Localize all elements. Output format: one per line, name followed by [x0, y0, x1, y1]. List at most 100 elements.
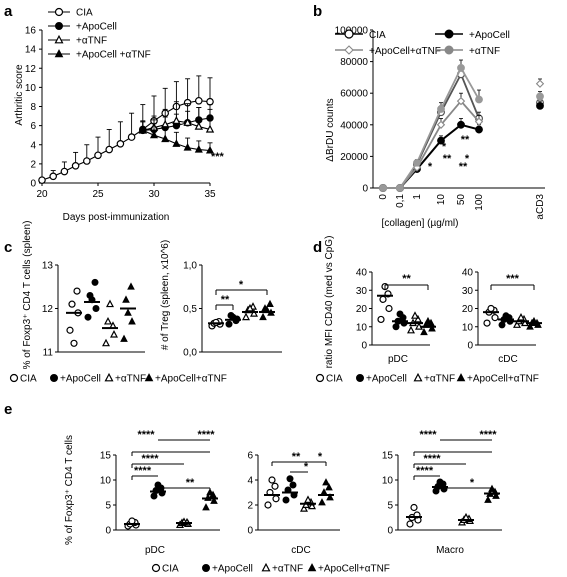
panel-e-cdc-point — [271, 482, 279, 490]
panel-e-cdc-point — [304, 495, 312, 503]
panel-b-legend-label: +αTNF — [469, 46, 500, 57]
panel-c-legend-marker — [50, 374, 58, 382]
panel-e-cdc-point — [264, 501, 272, 509]
panel-e-macro-point — [492, 491, 500, 499]
panel-d-pdc-ytick-label: 20 — [356, 304, 368, 315]
panel-c-right-point — [259, 312, 267, 321]
panel-b-xlabel: [collagen] (µg/ml) — [382, 218, 459, 229]
panel-a-ytick-label: 4 — [30, 140, 36, 151]
panel-b-point — [436, 120, 446, 129]
panel-b-legend-marker — [344, 29, 354, 39]
panel-b-point — [536, 92, 544, 101]
panel-d-legend-marker — [356, 374, 364, 382]
panel-d-cdc-ytick-label: 20 — [462, 304, 474, 315]
panel-e-cdc-point — [326, 493, 334, 501]
panel-a-point — [205, 145, 215, 154]
panel-c-left-point — [110, 330, 118, 338]
panel-d-cdc-point — [526, 322, 534, 330]
panel-b-xtick-label: 1 — [412, 194, 423, 200]
panel-c-significance: ** — [221, 294, 230, 306]
panel-e-macro-significance: **** — [423, 453, 441, 465]
panel-c-right-ytick-label: 0,0 — [183, 348, 197, 359]
panel-d-pdc-point — [414, 314, 422, 323]
panel-c-left-point — [68, 300, 76, 308]
panel-e-pdc-point — [210, 496, 218, 504]
panel-c-legend-label: +ApoCell — [60, 374, 101, 385]
panel-c-left-point — [66, 326, 74, 334]
panel-c-left-point — [127, 282, 135, 290]
panel-a-point — [172, 139, 181, 147]
panel-b-legend-marker — [444, 29, 454, 39]
panel-d-legend-label: +ApoCell+αTNF — [467, 374, 539, 385]
panel-d-pdc-ytick-label: 30 — [356, 286, 368, 297]
panel-a-point — [149, 130, 159, 139]
panel-e-cdc-significance: * — [318, 451, 323, 463]
panel-e-cdc-significance: ** — [292, 451, 301, 463]
panel-e-legend-label: +αTNF — [272, 564, 303, 575]
panel-b-ytick-label: 40000 — [340, 120, 368, 131]
panel-d-cdc-point — [483, 319, 491, 327]
panel-b-ytick-label: 60000 — [340, 89, 368, 100]
panel-c-right-point — [242, 312, 250, 321]
panel-c-left-ytick-label: 11 — [43, 348, 54, 359]
panel-c-left-point — [92, 305, 100, 312]
panel-a-xtick-label: 25 — [92, 189, 104, 200]
panel-c-left-point — [106, 299, 114, 308]
panel-e-cdc-point — [282, 496, 290, 504]
panel-e-cdc-ytick-label: 6 — [247, 451, 253, 462]
panel-b-point — [456, 96, 466, 106]
panel-b-significance: ** — [461, 134, 470, 146]
panel-b-xtick-label: 0,1 — [395, 194, 406, 208]
panel-e-macro-significance: **** — [416, 465, 434, 477]
panel-e-macro-ytick-label: 0 — [387, 526, 393, 537]
panel-a-ytick-label: 6 — [30, 121, 36, 132]
panel-b-point — [536, 101, 544, 110]
panel-e-cdc-point — [322, 478, 330, 486]
panel-a-ytick-label: 2 — [30, 159, 36, 170]
panel-b-ytick-label: 20000 — [340, 152, 368, 163]
panel-b-point — [535, 79, 545, 88]
panel-a-legend-marker — [55, 22, 63, 30]
panel-d-legend-label: CIA — [326, 374, 343, 385]
panel-b-point — [437, 136, 445, 145]
panel-b-xtick-label: 10 — [436, 194, 447, 206]
panel-a-point — [49, 172, 58, 181]
panel-b-legend-label: +ApoCell+αTNF — [369, 46, 441, 57]
panel-d-pdc-point — [379, 295, 387, 303]
panel-e-cdc-point — [289, 481, 297, 489]
panel-e-cdc-point — [308, 501, 316, 510]
panel-a-point — [172, 116, 181, 125]
panel-e-macro-ytick-label: 5 — [387, 501, 393, 512]
panel-a-point — [205, 124, 215, 133]
panel-b-significance: ** — [443, 153, 452, 165]
panel-e-cdc-point — [286, 475, 294, 483]
panel-a-legend-label: +αTNF — [76, 36, 107, 47]
panel-d-label-pdc: pDC — [388, 354, 408, 365]
panel-c-left-point — [102, 338, 110, 347]
panel-a-ylabel: Arthritic score — [14, 64, 25, 126]
panel-e-macro-point — [410, 503, 418, 512]
panel-c-left-ytick-label: 13 — [42, 261, 54, 272]
panel-d-legend-marker — [413, 372, 423, 382]
panel-a-legend-label: CIA — [76, 8, 93, 19]
panel-a-ytick-label: 8 — [30, 102, 36, 113]
panel-c-legend-marker — [144, 373, 154, 382]
panel-d-cdc-ytick-label: 30 — [462, 286, 474, 297]
panel-e-legend-label: CIA — [162, 564, 179, 575]
panel-a-ytick-label: 12 — [25, 64, 37, 75]
panel-e-cdc-significance: * — [304, 461, 309, 473]
panel-e-pdc-ytick-label: 15 — [100, 451, 112, 462]
panel-a-point — [127, 133, 136, 141]
panel-a-xlabel: Days post-immunization — [63, 212, 170, 223]
panel-e-macro-point — [484, 495, 492, 503]
panel-a-point — [161, 134, 170, 143]
panel-d-cdc-ytick-label: 0 — [467, 341, 473, 352]
panel-b-ytick-label: 80000 — [340, 57, 368, 68]
panel-b-legend-marker — [344, 45, 354, 55]
panel-e-macro-ytick-label: 15 — [382, 451, 394, 462]
panel-e-pdc-significance: **** — [197, 429, 215, 441]
panel-d-cdc-ytick-label: 10 — [462, 322, 474, 333]
panel-label-b: b — [313, 3, 322, 20]
panel-e-macro-ytick-label: 10 — [382, 476, 394, 487]
